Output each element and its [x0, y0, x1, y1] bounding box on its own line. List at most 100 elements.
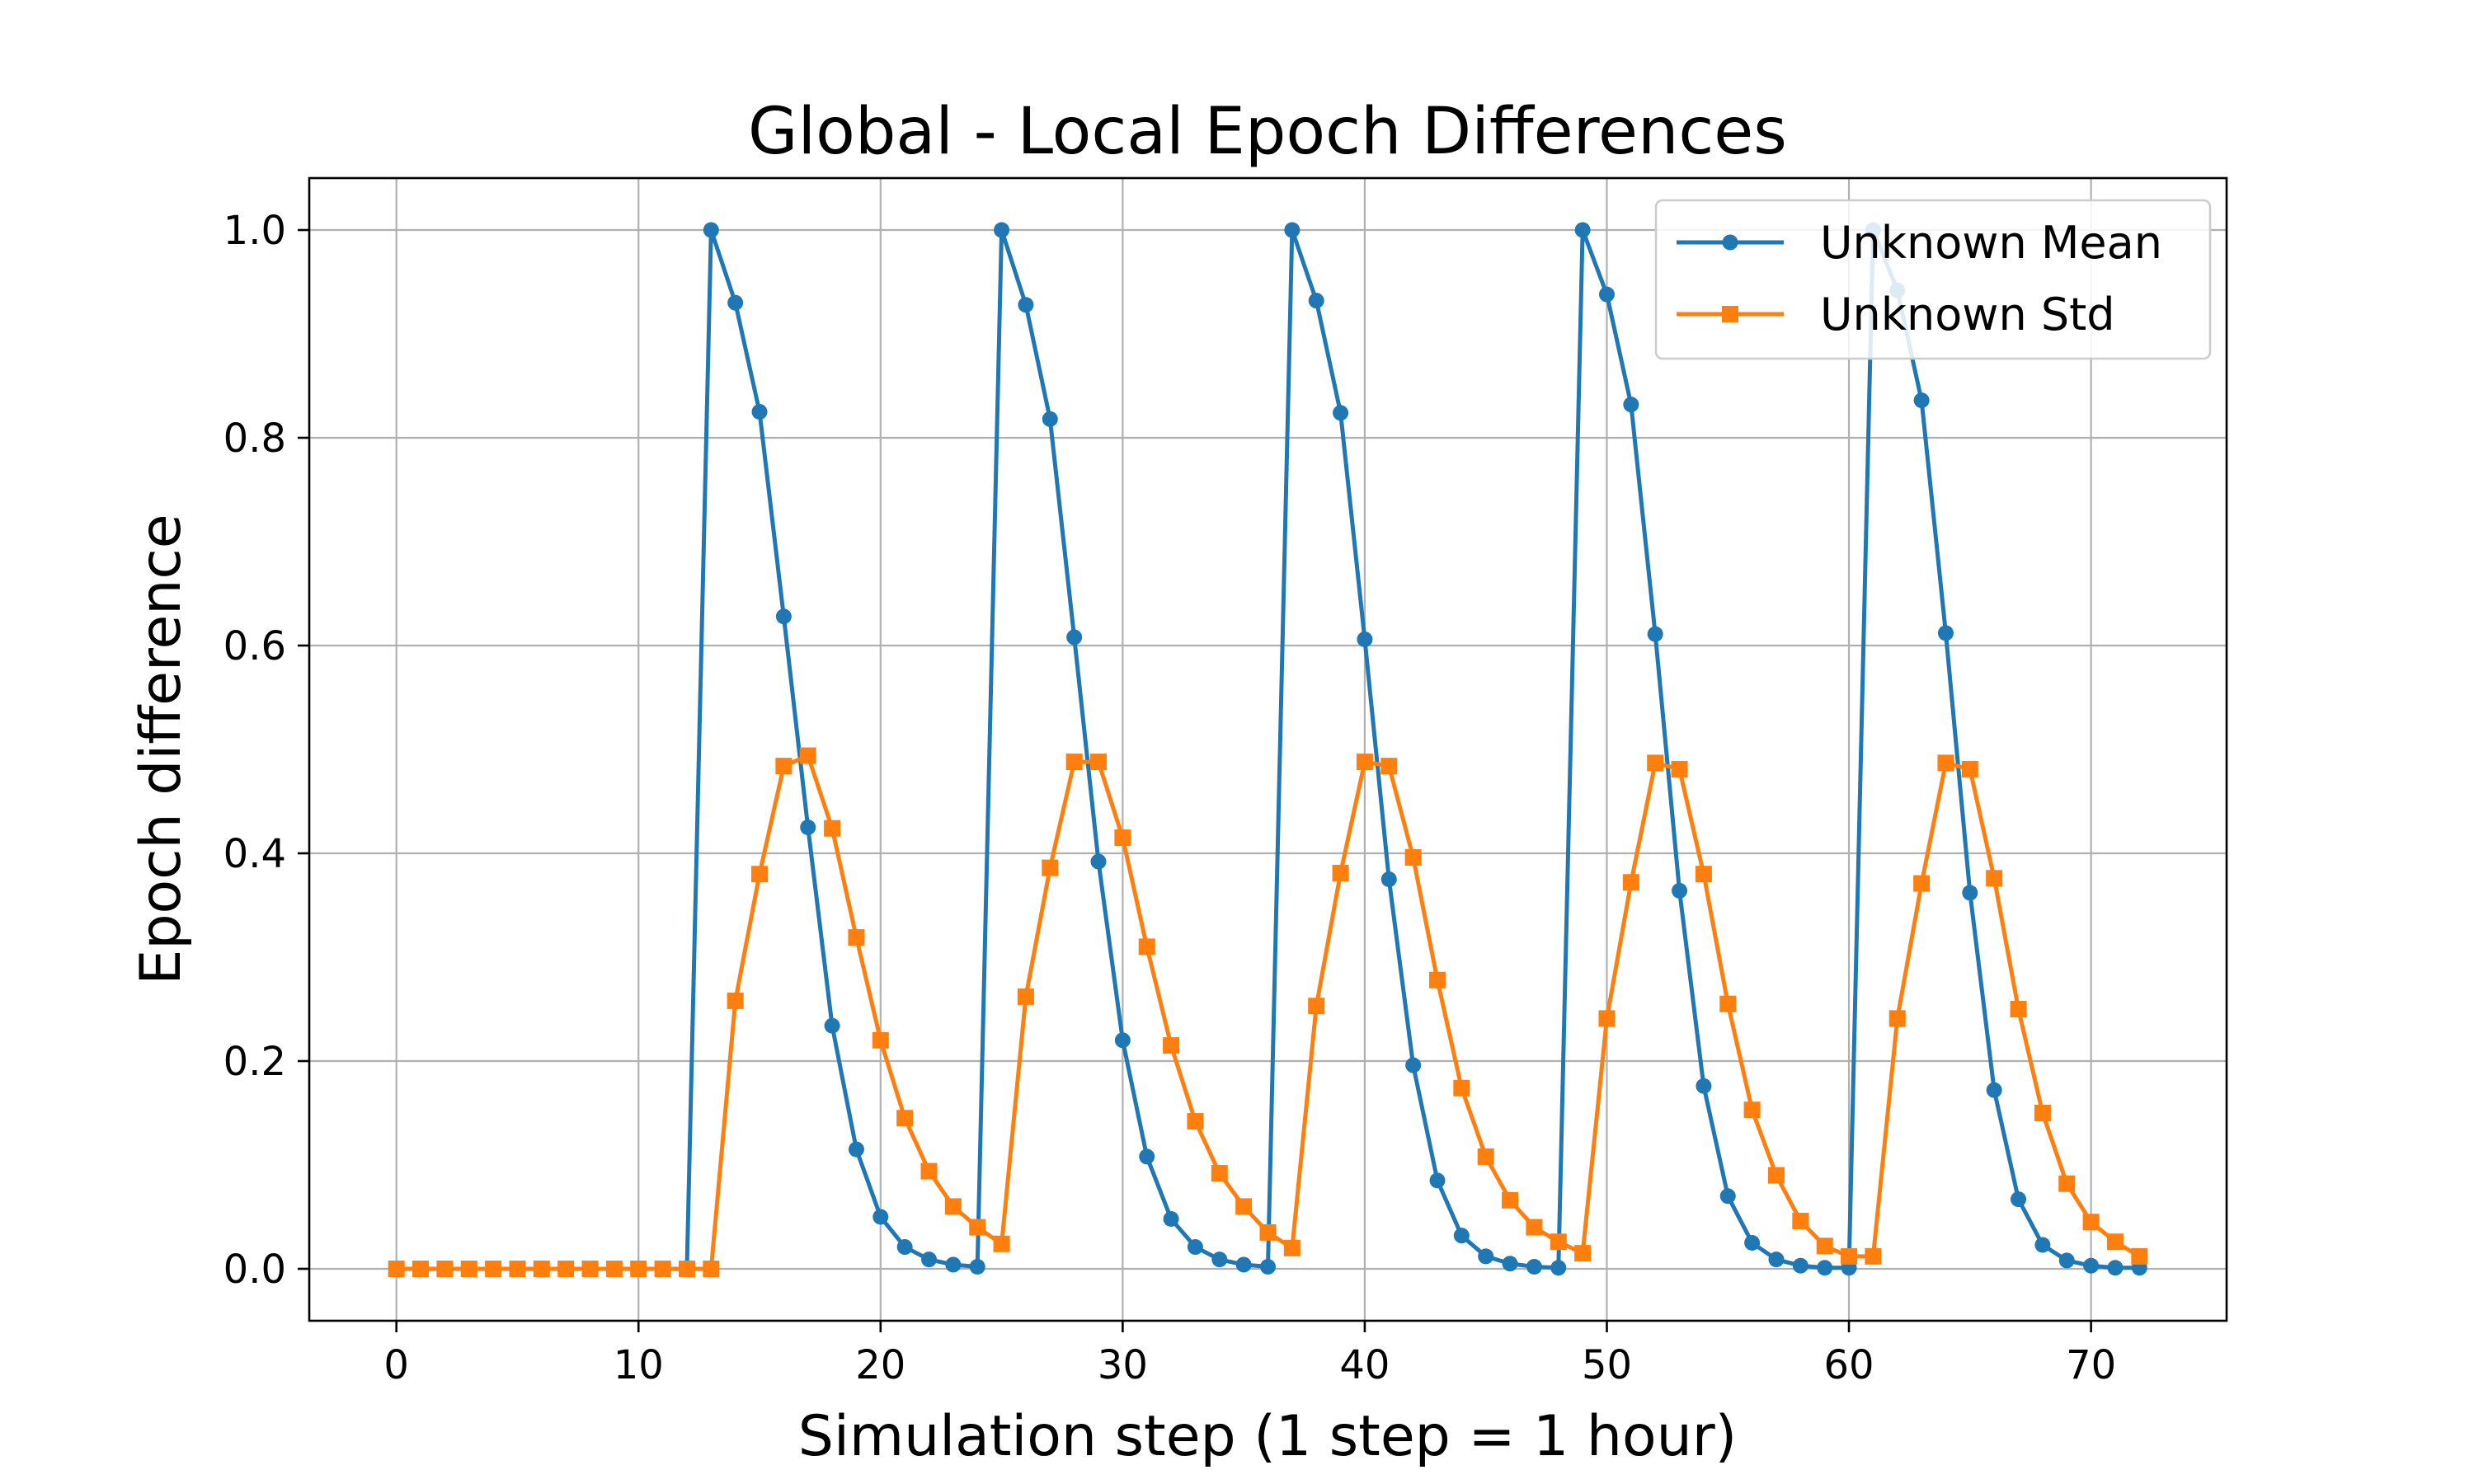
plot-frame: [308, 176, 2228, 1322]
x-tick-label: 40: [1339, 1342, 1390, 1388]
unknown-std-point: [485, 1261, 502, 1277]
unknown-std-point: [920, 1162, 938, 1180]
unknown-std-point: [775, 758, 793, 775]
x-tick-label: 60: [1824, 1342, 1874, 1388]
unknown-std-point: [751, 866, 769, 883]
unknown-mean-point: [1284, 222, 1300, 238]
legend-label-unknown-std: Unknown Std: [1820, 289, 2115, 340]
unknown-std-point: [1090, 754, 1108, 771]
unknown-std-point: [1888, 1010, 1906, 1027]
unknown-mean-point: [848, 1141, 864, 1158]
unknown-mean-point: [896, 1239, 913, 1256]
unknown-mean-point: [1090, 853, 1107, 870]
unknown-mean-point: [1550, 1260, 1567, 1276]
unknown-std-point: [872, 1031, 889, 1049]
unknown-std-point: [1404, 849, 1422, 866]
unknown-std-point: [703, 1261, 720, 1277]
y-axis-label: Epoch difference: [129, 514, 194, 984]
unknown-std-point: [1332, 864, 1349, 881]
unknown-mean-point: [1163, 1211, 1179, 1228]
unknown-std-point: [533, 1261, 550, 1277]
unknown-std-point: [1671, 760, 1688, 777]
legend: Unknown Mean Unknown Std: [1654, 199, 2212, 360]
unknown-mean-point: [2083, 1257, 2100, 1274]
unknown-std-point: [1986, 870, 2003, 887]
unknown-std-point: [1428, 971, 1446, 989]
unknown-mean-point: [1817, 1260, 1833, 1276]
unknown-mean-point: [969, 1258, 985, 1275]
unknown-mean-point: [1357, 631, 1373, 647]
unknown-mean-point: [2034, 1237, 2051, 1253]
unknown-std-point: [1695, 866, 1712, 883]
x-tick-label: 30: [1098, 1342, 1148, 1388]
unknown-mean-point: [1719, 1188, 1736, 1205]
unknown-std-point: [824, 819, 841, 837]
unknown-mean-point: [945, 1256, 962, 1273]
x-tick-label: 0: [383, 1342, 409, 1388]
unknown-mean-point: [1623, 397, 1639, 413]
unknown-std-point: [1961, 760, 1978, 777]
unknown-mean-point: [800, 819, 816, 835]
unknown-mean-point: [1042, 411, 1058, 427]
unknown-std-point: [848, 929, 865, 946]
legend-box: [1654, 199, 2212, 360]
unknown-std-point: [1550, 1233, 1567, 1251]
unknown-mean-point: [1187, 1239, 1203, 1256]
unknown-std-point: [581, 1261, 599, 1277]
unknown-std-point: [1163, 1037, 1180, 1054]
unknown-mean-point: [1333, 405, 1349, 421]
unknown-std-point: [799, 747, 816, 764]
x-axis-label: Simulation step (1 step = 1 hour): [798, 1404, 1737, 1469]
y-tick-label: 0.6: [223, 623, 286, 669]
unknown-std-point: [1937, 754, 1954, 772]
unknown-std-point: [1114, 829, 1131, 847]
unknown-std-point: [2058, 1175, 2076, 1192]
legend-label-unknown-mean: Unknown Mean: [1820, 217, 2162, 269]
unknown-std-point: [2106, 1233, 2124, 1251]
unknown-std-point: [1356, 754, 1373, 771]
axis-ticks: 0 10 20 30 40 50 60 70 0.0 0.2 0.4 0.6 0.8 1.0: [223, 208, 2116, 1388]
unknown-std-point: [1767, 1167, 1785, 1184]
unknown-mean-point: [2011, 1191, 2027, 1208]
unknown-mean-point: [727, 294, 744, 311]
unknown-std-point: [1380, 758, 1398, 775]
x-tick-label: 10: [614, 1342, 664, 1388]
unknown-std-point: [388, 1261, 405, 1277]
unknown-std-point: [993, 1235, 1010, 1252]
unknown-mean-point: [1139, 1148, 1155, 1165]
unknown-mean-point: [1937, 625, 1954, 641]
unknown-std-point: [1187, 1113, 1204, 1130]
unknown-std-point: [1042, 859, 1059, 876]
unknown-mean-point: [1453, 1228, 1470, 1244]
unknown-mean-point: [921, 1252, 938, 1268]
unknown-mean-point: [1986, 1082, 2002, 1098]
unknown-std-point: [969, 1219, 986, 1236]
unknown-std-point: [1259, 1223, 1277, 1241]
unknown-std-point: [2082, 1214, 2100, 1231]
unknown-mean-point: [1308, 293, 1324, 309]
unknown-std-point: [944, 1198, 962, 1215]
unknown-std-point: [727, 992, 744, 1009]
unknown-std-point: [1477, 1148, 1494, 1165]
legend-marker-unknown-std: [1722, 306, 1738, 322]
unknown-mean-point: [1235, 1256, 1252, 1273]
unknown-mean-point: [1962, 885, 1978, 901]
series-unknown-std: [388, 747, 2148, 1277]
unknown-mean-point: [1502, 1256, 1518, 1272]
unknown-std-point: [1816, 1237, 1833, 1255]
unknown-mean-point: [1380, 871, 1397, 887]
unknown-mean-point: [1066, 629, 1083, 646]
unknown-std-point: [630, 1261, 647, 1277]
unknown-std-point: [654, 1261, 671, 1277]
unknown-std-point: [1308, 998, 1325, 1015]
unknown-std-point: [1283, 1239, 1300, 1256]
unknown-mean-point: [872, 1209, 889, 1225]
unknown-std-point: [1841, 1247, 1858, 1265]
unknown-std-point: [2131, 1247, 2148, 1265]
series-layer: [388, 222, 2148, 1277]
unknown-mean-point: [1672, 882, 1688, 899]
y-tick-label: 0.0: [223, 1247, 286, 1293]
unknown-std-point: [412, 1261, 430, 1277]
unknown-std-point: [1235, 1198, 1253, 1215]
